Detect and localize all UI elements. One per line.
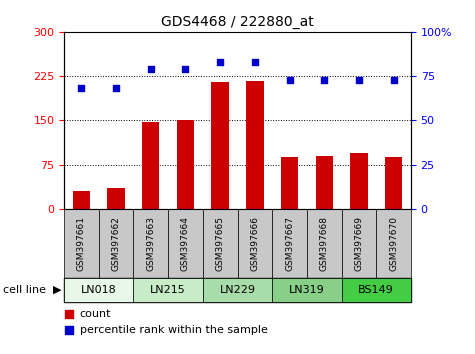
Point — [390, 77, 397, 82]
Bar — [64, 278, 133, 302]
Text: count: count — [80, 309, 111, 319]
Text: BS149: BS149 — [358, 285, 394, 295]
Text: GSM397663: GSM397663 — [146, 216, 155, 271]
Bar — [350, 153, 368, 209]
Text: LN215: LN215 — [150, 285, 186, 295]
Text: GSM397661: GSM397661 — [77, 216, 86, 271]
Bar — [99, 209, 133, 278]
Bar — [307, 209, 342, 278]
Point — [181, 66, 189, 72]
Point — [281, 255, 289, 261]
Text: LN319: LN319 — [289, 285, 325, 295]
Bar — [203, 209, 238, 278]
Bar — [281, 157, 298, 209]
Bar — [177, 120, 194, 209]
Bar — [133, 209, 168, 278]
Title: GDS4468 / 222880_at: GDS4468 / 222880_at — [161, 16, 314, 29]
Point — [281, 110, 289, 116]
Text: GSM397670: GSM397670 — [389, 216, 398, 271]
Point — [251, 59, 259, 65]
Bar — [211, 82, 229, 209]
Text: GSM397669: GSM397669 — [354, 216, 363, 271]
Bar — [73, 191, 90, 209]
Point — [113, 86, 120, 91]
Point — [355, 77, 363, 82]
Bar — [385, 157, 402, 209]
Text: percentile rank within the sample: percentile rank within the sample — [80, 325, 267, 335]
Bar — [64, 209, 99, 278]
Bar — [342, 278, 411, 302]
Text: LN229: LN229 — [219, 285, 256, 295]
Text: GSM397664: GSM397664 — [181, 216, 190, 271]
Point — [217, 59, 224, 65]
Bar — [203, 278, 272, 302]
Text: GSM397668: GSM397668 — [320, 216, 329, 271]
Bar — [168, 209, 203, 278]
Point — [78, 86, 86, 91]
Bar — [315, 156, 333, 209]
Bar — [376, 209, 411, 278]
Point — [147, 66, 155, 72]
Bar — [142, 121, 160, 209]
Bar — [342, 209, 376, 278]
Bar — [246, 81, 264, 209]
Text: GSM397662: GSM397662 — [112, 216, 121, 271]
Bar — [107, 188, 125, 209]
Bar — [238, 209, 272, 278]
Text: GSM397667: GSM397667 — [285, 216, 294, 271]
Point — [286, 77, 294, 82]
Bar — [133, 278, 203, 302]
Text: cell line  ▶: cell line ▶ — [3, 285, 62, 295]
Bar — [272, 278, 342, 302]
Bar — [272, 209, 307, 278]
Text: GSM397665: GSM397665 — [216, 216, 225, 271]
Point — [320, 77, 328, 82]
Text: GSM397666: GSM397666 — [250, 216, 259, 271]
Text: LN018: LN018 — [81, 285, 117, 295]
